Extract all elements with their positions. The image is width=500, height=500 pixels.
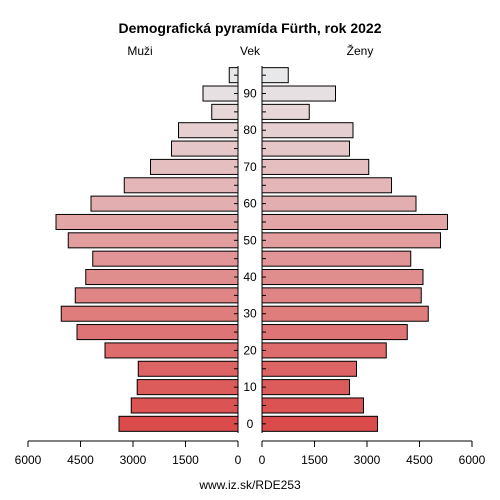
x-tick-label-left: 0 bbox=[235, 453, 242, 467]
x-tick-label-right: 3000 bbox=[354, 453, 381, 467]
x-tick-label-left: 4500 bbox=[67, 453, 94, 467]
men-bar bbox=[85, 269, 239, 286]
x-tick-label-left: 3000 bbox=[120, 453, 147, 467]
women-bar bbox=[261, 85, 336, 102]
women-bar bbox=[261, 287, 422, 304]
men-bars bbox=[55, 67, 239, 432]
x-tick-label-left: 1500 bbox=[172, 453, 199, 467]
men-bar bbox=[90, 195, 239, 212]
women-bar bbox=[261, 397, 364, 414]
women-bar bbox=[261, 324, 408, 341]
x-tick-label-right: 4500 bbox=[406, 453, 433, 467]
x-tick-label-left: 6000 bbox=[15, 453, 42, 467]
women-bar bbox=[261, 195, 417, 212]
women-bar bbox=[261, 379, 350, 396]
source-footer: www.iz.sk/RDE253 bbox=[198, 478, 301, 492]
women-bar bbox=[261, 177, 392, 194]
age-label: Vek bbox=[240, 44, 261, 58]
men-bar bbox=[67, 232, 239, 249]
men-label: Muži bbox=[127, 44, 152, 58]
x-tick-label-right: 1500 bbox=[301, 453, 328, 467]
age-tick-label: 0 bbox=[247, 417, 254, 431]
age-tick-label: 20 bbox=[243, 343, 257, 357]
women-label: Ženy bbox=[347, 43, 374, 58]
women-bar bbox=[261, 103, 310, 120]
women-bar bbox=[261, 250, 412, 267]
men-bar bbox=[178, 122, 239, 139]
x-tick-label-right: 6000 bbox=[459, 453, 486, 467]
women-bar bbox=[261, 415, 378, 432]
men-bar bbox=[130, 397, 239, 414]
age-tick-label: 50 bbox=[243, 233, 257, 247]
age-tick-label: 60 bbox=[243, 197, 257, 211]
age-tick-label: 90 bbox=[243, 87, 257, 101]
age-tick-label: 40 bbox=[243, 270, 257, 284]
age-tick-label: 10 bbox=[243, 380, 257, 394]
men-bar bbox=[137, 360, 239, 377]
women-bars bbox=[261, 67, 448, 432]
men-bar bbox=[55, 213, 239, 230]
age-tick-label: 70 bbox=[243, 160, 257, 174]
chart-title: Demografická pyramída Fürth, rok 2022 bbox=[119, 20, 382, 36]
women-bar bbox=[261, 122, 354, 139]
men-bar bbox=[74, 287, 239, 304]
men-bar bbox=[150, 158, 239, 175]
women-bar bbox=[261, 269, 424, 286]
women-bar bbox=[261, 232, 441, 249]
women-bar bbox=[261, 360, 357, 377]
women-bar bbox=[261, 140, 350, 157]
age-tick-label: 30 bbox=[243, 307, 257, 321]
men-bar bbox=[171, 140, 239, 157]
women-bar bbox=[261, 213, 448, 230]
axes: 0 10 20 30 40 50 60 70 80 90 6000 4500 3000 1500 0 0 150… bbox=[15, 66, 486, 467]
men-bar bbox=[123, 177, 239, 194]
men-bar bbox=[104, 342, 239, 359]
x-tick-label-right: 0 bbox=[259, 453, 266, 467]
men-bar bbox=[60, 305, 239, 322]
men-bar bbox=[118, 415, 239, 432]
age-tick-label: 80 bbox=[243, 123, 257, 137]
men-bar bbox=[76, 324, 239, 341]
women-bar bbox=[261, 342, 387, 359]
women-bar bbox=[261, 158, 370, 175]
men-bar bbox=[202, 85, 239, 102]
women-bar bbox=[261, 305, 429, 322]
men-bar bbox=[136, 379, 239, 396]
men-bar bbox=[92, 250, 239, 267]
